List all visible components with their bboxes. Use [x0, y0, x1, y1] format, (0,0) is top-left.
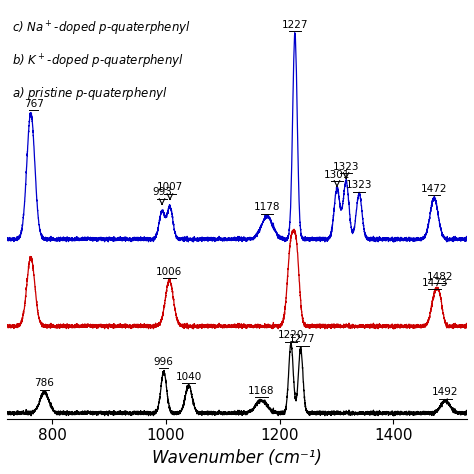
- Text: 1301: 1301: [324, 170, 350, 180]
- Text: 996: 996: [154, 357, 173, 367]
- Text: 1220: 1220: [278, 330, 304, 340]
- Text: 1006: 1006: [156, 267, 182, 277]
- Text: 786: 786: [35, 378, 55, 389]
- Text: 767: 767: [24, 99, 44, 109]
- Text: 1040: 1040: [175, 372, 202, 382]
- Text: 1168: 1168: [248, 386, 274, 396]
- Text: 1472: 1472: [421, 184, 447, 194]
- Text: 1473: 1473: [421, 278, 448, 288]
- Text: b) $K^+$-doped $p$-quaterphenyl: b) $K^+$-doped $p$-quaterphenyl: [11, 52, 183, 71]
- X-axis label: Wavenumber (cm⁻¹): Wavenumber (cm⁻¹): [152, 449, 322, 467]
- Text: a) pristine $p$-quaterphenyl: a) pristine $p$-quaterphenyl: [11, 85, 167, 102]
- Text: 1482: 1482: [427, 272, 453, 282]
- Text: 1227: 1227: [282, 19, 308, 29]
- Text: 1323: 1323: [346, 181, 373, 191]
- Text: 993: 993: [152, 187, 172, 197]
- Text: 1178: 1178: [254, 202, 280, 212]
- Text: 1007: 1007: [157, 182, 183, 192]
- Text: c) $Na^+$-doped $p$-quaterphenyl: c) $Na^+$-doped $p$-quaterphenyl: [11, 19, 190, 37]
- Text: 1323: 1323: [333, 162, 359, 172]
- Text: 1277: 1277: [289, 334, 316, 344]
- Text: 1492: 1492: [432, 387, 459, 397]
